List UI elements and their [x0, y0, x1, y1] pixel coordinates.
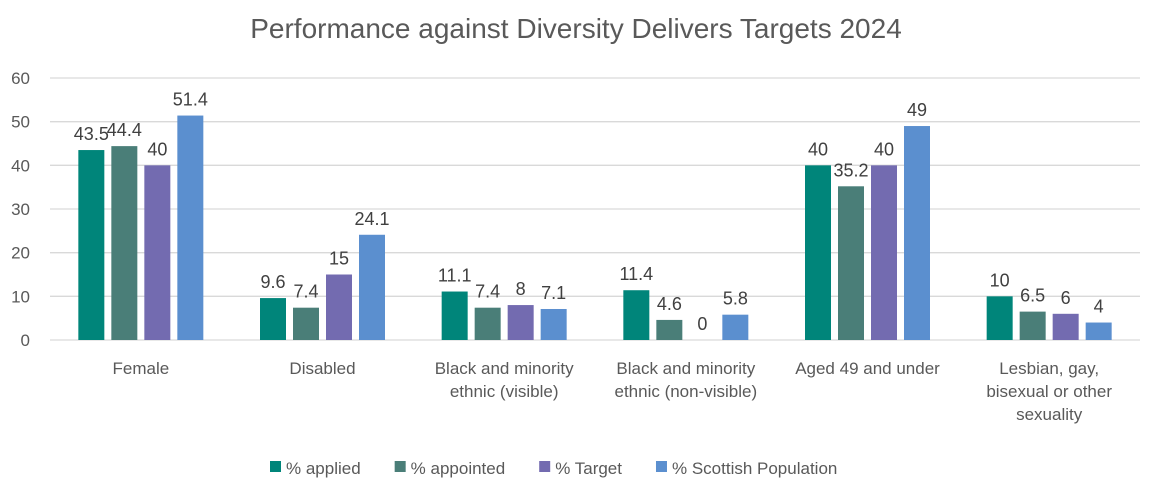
data-label: 44.4	[107, 120, 142, 140]
bar	[111, 146, 138, 340]
bar	[507, 305, 534, 340]
bar	[1085, 322, 1112, 340]
legend-label: % appointed	[411, 459, 506, 478]
bar	[1052, 313, 1079, 340]
data-label: 15	[329, 249, 349, 269]
data-label: 40	[147, 139, 167, 159]
bar	[260, 298, 286, 340]
legend-label: % applied	[286, 459, 361, 478]
bar	[1019, 311, 1046, 340]
bar	[540, 308, 567, 340]
data-label: 4.6	[657, 294, 682, 314]
bar	[871, 165, 897, 340]
data-label: 8	[516, 279, 526, 299]
bar	[722, 314, 749, 340]
legend-item: % appointed	[394, 459, 506, 478]
bar	[144, 165, 171, 340]
y-tick-label: 30	[11, 200, 30, 219]
data-label: 24.1	[354, 209, 389, 229]
bar	[623, 290, 650, 340]
category-label: Disabled	[289, 359, 355, 378]
category-label: Female	[112, 359, 169, 378]
bar	[177, 115, 204, 340]
data-label: 5.8	[723, 289, 748, 309]
bar	[293, 307, 319, 340]
legend-swatch	[539, 461, 551, 472]
y-tick-label: 10	[11, 287, 30, 306]
data-label: 6.5	[1020, 286, 1045, 306]
data-label: 11.4	[619, 264, 653, 284]
legend-label: % Target	[555, 459, 622, 478]
data-label: 51.4	[173, 90, 208, 110]
data-label: 35.2	[833, 160, 868, 180]
data-label: 11.1	[438, 266, 472, 286]
category-label: Lesbian, gay, bisexual or other sexuality	[986, 359, 1112, 424]
data-label: 9.6	[260, 272, 285, 292]
y-tick-label: 40	[11, 156, 30, 175]
y-tick-label: 60	[11, 69, 30, 88]
chart-title: Performance against Diversity Delivers T…	[250, 13, 902, 44]
y-tick-label: 0	[21, 331, 30, 350]
legend-item: % Scottish Population	[655, 459, 837, 478]
bar	[838, 186, 864, 340]
y-tick-label: 20	[11, 244, 30, 263]
data-label: 7.4	[475, 282, 500, 302]
legend-swatch	[270, 461, 281, 472]
data-label: 7.4	[293, 282, 318, 302]
data-label: 7.1	[541, 283, 566, 303]
data-label: 0	[697, 314, 707, 334]
data-label: 43.5	[74, 124, 109, 144]
category-label: Black and minority ethnic (non-visible)	[614, 359, 757, 401]
bar	[326, 274, 352, 340]
legend-swatch	[655, 461, 667, 472]
bar	[78, 150, 105, 340]
bar	[805, 165, 831, 340]
data-label: 10	[990, 270, 1010, 290]
data-label: 4	[1094, 297, 1104, 317]
legend-item: % Target	[539, 459, 622, 478]
bar	[986, 296, 1013, 340]
data-label: 40	[808, 139, 828, 159]
data-label: 6	[1061, 288, 1071, 308]
bar	[656, 319, 683, 340]
legend-item: % applied	[270, 459, 361, 478]
legend-label: % Scottish Population	[672, 459, 837, 478]
data-label: 49	[907, 100, 927, 120]
y-tick-label: 50	[11, 113, 30, 132]
bar	[474, 307, 501, 340]
bar	[359, 234, 385, 340]
category-label: Black and minority ethnic (visible)	[435, 359, 574, 401]
data-label: 40	[874, 139, 894, 159]
category-label: Aged 49 and under	[795, 359, 940, 378]
bar	[441, 291, 468, 340]
legend-swatch	[394, 461, 406, 472]
bar	[904, 126, 930, 341]
